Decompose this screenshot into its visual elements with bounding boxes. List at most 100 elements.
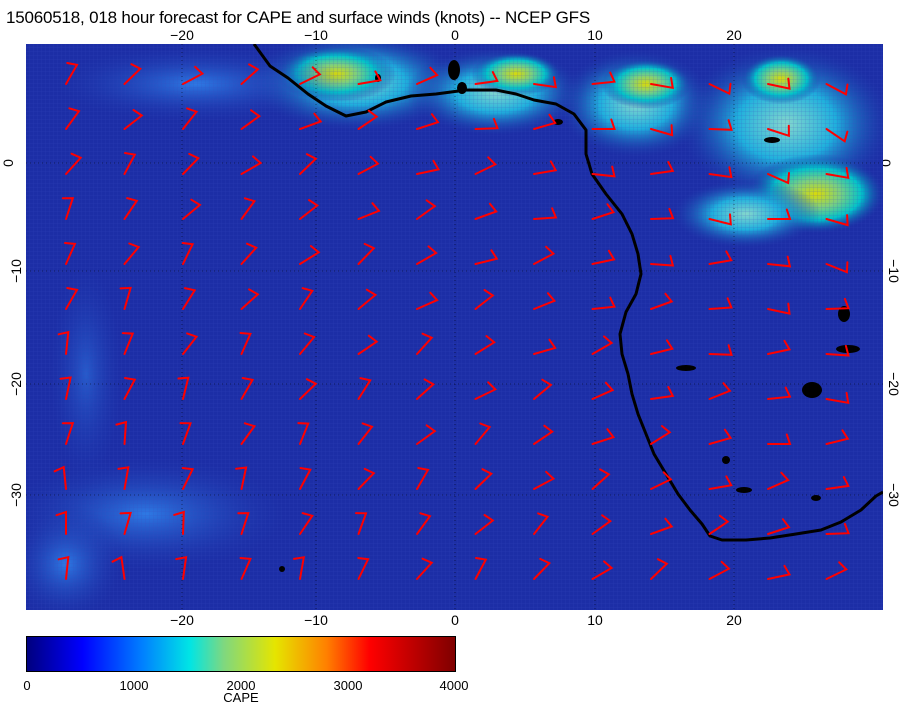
wind-barb: [299, 512, 314, 535]
wind-barb: [299, 287, 314, 310]
wind-barb: [650, 425, 672, 445]
wind-barb: [533, 207, 558, 220]
wind-barb: [650, 76, 674, 90]
wind-barb: [825, 83, 849, 96]
wind-barb: [239, 557, 252, 580]
wind-barb: [474, 289, 495, 310]
wind-barb: [474, 71, 499, 85]
wind-barb: [591, 118, 616, 130]
wind-barb: [299, 467, 312, 490]
x-tick-label-top: 10: [587, 27, 603, 43]
x-tick-label-bottom: 10: [587, 612, 603, 628]
wind-barb: [182, 287, 197, 310]
wind-barb: [767, 208, 792, 220]
wind-barb: [123, 197, 139, 220]
wind-barb: [416, 512, 432, 535]
wind-barb: [825, 261, 849, 274]
y-tick-label-left: −20: [7, 372, 24, 396]
wind-barb: [299, 199, 320, 220]
wind-barb: [708, 475, 733, 490]
wind-barb: [123, 63, 143, 85]
wind-barb: [767, 518, 791, 535]
cape-colorbar: [26, 636, 456, 672]
wind-barb: [533, 113, 557, 130]
wind-barb: [474, 468, 494, 490]
wind-barb: [240, 197, 257, 220]
wind-barb: [416, 159, 441, 175]
wind-barb: [416, 291, 439, 310]
wind-barb: [57, 330, 70, 355]
wind-barb: [182, 65, 205, 85]
wind-barb: [591, 71, 616, 85]
wind-barb: [111, 555, 126, 580]
wind-barbs: [53, 62, 850, 580]
wind-barb: [650, 339, 674, 355]
wind-barb: [182, 198, 202, 220]
wind-barb: [650, 386, 675, 400]
wind-barb: [767, 386, 792, 400]
wind-barb: [65, 287, 79, 310]
wind-barb: [181, 467, 195, 490]
wind-barb: [65, 62, 79, 85]
wind-barb: [297, 422, 310, 445]
wind-barb: [767, 471, 790, 490]
wind-barb: [474, 335, 496, 355]
wind-barb: [357, 242, 376, 265]
y-tick-label-left: −10: [7, 259, 24, 283]
wind-barb: [121, 332, 135, 355]
wind-barb: [591, 203, 616, 220]
wind-barb: [53, 465, 67, 490]
x-tick-label-top: −20: [170, 27, 194, 43]
wind-barb: [708, 82, 732, 96]
wind-barb: [55, 510, 67, 535]
wind-barb: [533, 378, 553, 400]
wind-barb: [237, 512, 250, 535]
wind-barb: [591, 428, 616, 445]
wind-barb: [119, 286, 132, 310]
wind-barb: [357, 109, 379, 130]
wind-barb: [767, 255, 792, 268]
wind-barb: [65, 152, 83, 175]
wind-barb: [767, 302, 791, 315]
wind-barb: [416, 467, 430, 490]
wind-barb: [708, 560, 731, 580]
wind-barb: [416, 557, 434, 580]
wind-barb: [767, 564, 792, 580]
wind-barb: [825, 344, 850, 357]
wind-barb: [292, 556, 306, 580]
wind-barb: [767, 172, 790, 185]
wind-barb: [357, 334, 379, 355]
wind-barb: [115, 420, 128, 445]
graticule: [26, 44, 883, 610]
wind-barb: [240, 377, 255, 400]
wind-barb: [61, 422, 75, 445]
wind-barb: [175, 555, 188, 580]
wind-barb: [825, 297, 850, 310]
wind-barb: [650, 161, 675, 175]
wind-barb: [240, 288, 260, 310]
wind-barb: [299, 66, 322, 85]
wind-barb: [355, 512, 368, 535]
wind-barb: [533, 470, 556, 490]
x-tick-label-top: −10: [304, 27, 328, 43]
wind-barb: [533, 160, 558, 175]
wind-barb: [533, 292, 557, 310]
wind-barb: [235, 466, 248, 490]
wind-barb: [708, 428, 733, 445]
wind-barb: [240, 109, 262, 130]
wind-barb: [416, 66, 439, 85]
y-tick-label-right: −20: [885, 372, 902, 396]
colorbar-tick-label: 3000: [333, 678, 363, 693]
wind-barb: [533, 338, 557, 355]
wind-barb: [474, 557, 488, 580]
wind-barb: [357, 467, 376, 490]
x-tick-label-bottom: 20: [726, 612, 742, 628]
wind-barb: [123, 377, 137, 400]
wind-barb: [64, 242, 77, 265]
wind-barb: [474, 202, 498, 220]
wind-barb: [650, 558, 669, 580]
wind-barb: [182, 332, 199, 355]
wind-barb: [650, 207, 675, 220]
wind-barb: [474, 514, 495, 535]
wind-barb: [533, 424, 554, 445]
